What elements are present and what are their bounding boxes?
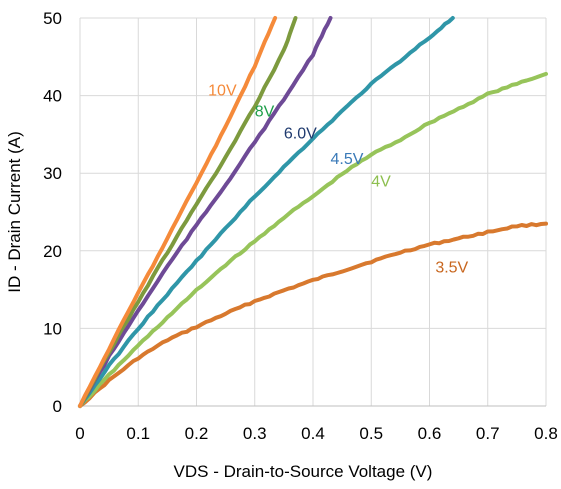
annotation-layer: 10V 8V 6.0V 4.5V 4V 3.5V [208,83,468,277]
curve-label-6-0v: 6.0V [284,125,317,142]
curve-label-10v: 10V [208,83,237,100]
series-line-6-0v [78,16,333,408]
series-line-10v [78,16,278,408]
series-line-3-5v [78,221,548,408]
grid-layer [79,17,547,407]
series-line-4v [78,71,548,408]
y-tick-label: 0 [53,397,62,416]
x-tick-label: 0.1 [126,424,150,443]
series-layer [78,16,548,408]
curve-label-8v: 8V [255,104,275,121]
x-tick-label: 0.6 [418,424,442,443]
y-tick-label: 10 [43,319,62,338]
x-tick-label: 0.2 [185,424,209,443]
x-tick-label: 0.3 [243,424,267,443]
y-tick-label: 50 [43,9,62,28]
x-tick-label: 0.4 [301,424,325,443]
y-tick-label: 20 [43,242,62,261]
curve-label-4-5v: 4.5V [330,151,363,168]
series-line-8v [78,16,298,408]
y-tick-label: 40 [43,87,62,106]
x-axis-title: VDS - Drain-to-Source Voltage (V) [174,462,433,481]
axis-layer: 0 0.1 0.2 0.3 0.4 0.5 0.6 0.7 0.8 0 10 20 30 40 50 [43,9,558,443]
x-tick-label: 0.8 [534,424,558,443]
x-tick-label: 0.5 [359,424,383,443]
y-tick-label: 30 [43,164,62,183]
y-axis-title: ID - Drain Current (A) [5,131,24,293]
series-line-4-5v [78,16,455,408]
x-tick-label: 0 [75,424,84,443]
curve-label-4v: 4V [371,173,391,190]
x-tick-label: 0.7 [476,424,500,443]
curve-label-3-5v: 3.5V [435,260,468,277]
